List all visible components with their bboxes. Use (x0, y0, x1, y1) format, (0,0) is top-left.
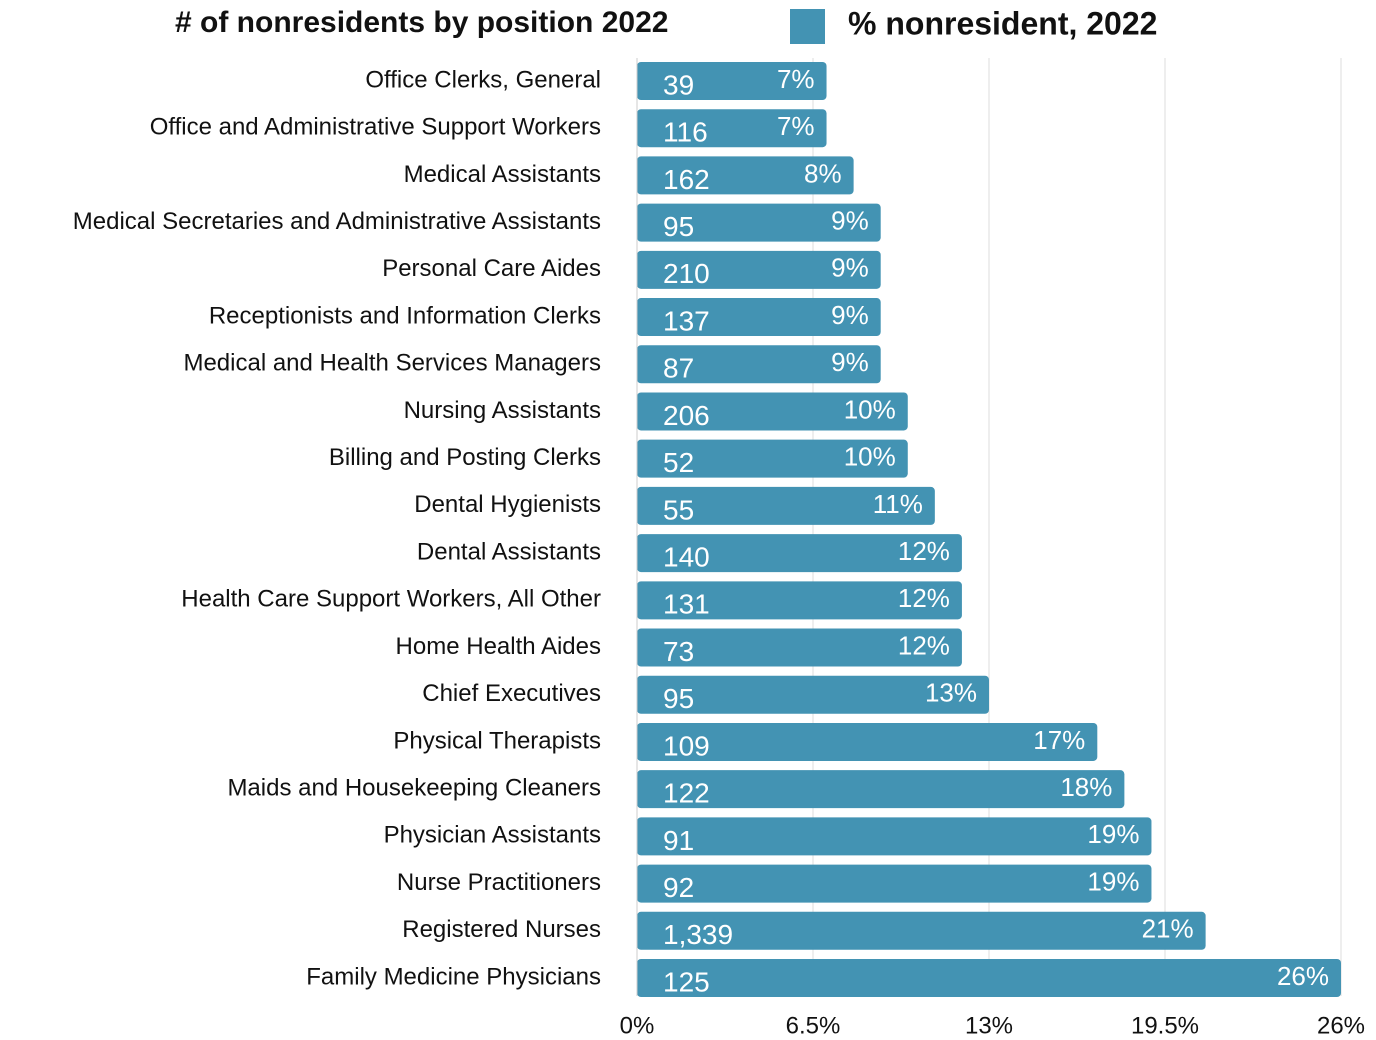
x-tick-label: 6.5% (786, 1012, 841, 1039)
count-label: 39 (663, 69, 694, 100)
count-label: 91 (663, 825, 694, 856)
count-label: 206 (663, 400, 710, 431)
count-label: 55 (663, 494, 694, 525)
legend-swatch (790, 9, 825, 44)
bar (637, 534, 962, 573)
chart-title: # of nonresidents by position 2022 (175, 6, 668, 39)
bar (637, 298, 881, 337)
bar (637, 675, 989, 714)
value-label: 8% (804, 158, 842, 188)
count-label: 131 (663, 589, 710, 620)
value-label: 12% (898, 583, 950, 613)
category-label: Nurse Practitioners (397, 869, 601, 896)
category-label: Personal Care Aides (382, 255, 601, 282)
category-label: Physical Therapists (393, 727, 601, 754)
value-label: 9% (831, 253, 869, 283)
category-label: Medical Secretaries and Administrative A… (73, 208, 601, 235)
bar (637, 628, 962, 667)
bar (637, 250, 881, 289)
category-label: Medical Assistants (404, 161, 601, 188)
category-label: Nursing Assistants (404, 397, 601, 424)
count-label: 137 (663, 305, 710, 336)
category-label: Health Care Support Workers, All Other (181, 586, 601, 613)
category-label: Office Clerks, General (365, 66, 601, 93)
count-label: 210 (663, 258, 710, 289)
value-label: 12% (898, 536, 950, 566)
bar (637, 581, 962, 620)
bar (637, 722, 1098, 761)
count-label: 109 (663, 730, 710, 761)
value-label: 13% (925, 678, 977, 708)
bar (637, 770, 1125, 809)
bar (637, 203, 881, 242)
count-label: 87 (663, 353, 694, 384)
x-tick-label: 19.5% (1131, 1012, 1199, 1039)
category-label: Office and Administrative Support Worker… (150, 114, 601, 141)
category-label: Receptionists and Information Clerks (209, 302, 601, 329)
bar (637, 911, 1206, 950)
count-label: 1,339 (663, 919, 733, 950)
bar (637, 486, 935, 525)
value-label: 9% (831, 206, 869, 236)
bar (637, 62, 827, 100)
bar (637, 156, 854, 195)
category-label: Billing and Posting Clerks (329, 444, 601, 471)
bar (637, 109, 827, 148)
value-label: 7% (777, 111, 815, 141)
bar (637, 864, 1152, 903)
value-label: 21% (1142, 914, 1194, 944)
count-label: 95 (663, 211, 694, 242)
category-label: Maids and Housekeeping Cleaners (227, 775, 601, 802)
count-label: 162 (663, 164, 710, 195)
x-tick-label: 13% (965, 1012, 1013, 1039)
count-label: 92 (663, 872, 694, 903)
value-label: 12% (898, 630, 950, 660)
category-label: Family Medicine Physicians (306, 963, 601, 990)
category-label: Registered Nurses (402, 916, 601, 943)
legend-label: % nonresident, 2022 (848, 5, 1157, 41)
bar (637, 817, 1152, 856)
x-tick-label: 26% (1317, 1012, 1365, 1039)
bar (637, 959, 1341, 997)
count-label: 116 (663, 117, 708, 148)
count-label: 122 (663, 778, 710, 809)
category-label: Dental Hygienists (414, 491, 601, 518)
category-label: Chief Executives (422, 680, 601, 707)
count-label: 95 (663, 683, 694, 714)
value-label: 19% (1087, 819, 1139, 849)
bar (637, 439, 908, 478)
bar (637, 345, 881, 384)
category-label: Medical and Health Services Managers (183, 350, 601, 377)
value-label: 18% (1060, 772, 1112, 802)
value-label: 17% (1033, 725, 1085, 755)
category-label: Physician Assistants (384, 822, 601, 849)
count-label: 52 (663, 447, 694, 478)
count-label: 125 (663, 966, 710, 997)
count-label: 140 (663, 541, 710, 572)
value-label: 9% (831, 347, 869, 377)
value-label: 10% (844, 394, 896, 424)
value-label: 10% (844, 442, 896, 472)
value-label: 7% (777, 64, 815, 94)
value-label: 11% (873, 489, 923, 519)
category-label: Dental Assistants (417, 538, 601, 565)
value-label: 9% (831, 300, 869, 330)
x-tick-label: 0% (620, 1012, 655, 1039)
bar (637, 392, 908, 431)
value-label: 26% (1277, 961, 1329, 991)
category-label: Home Health Aides (396, 633, 601, 660)
value-label: 19% (1087, 866, 1139, 896)
count-label: 73 (663, 636, 694, 667)
